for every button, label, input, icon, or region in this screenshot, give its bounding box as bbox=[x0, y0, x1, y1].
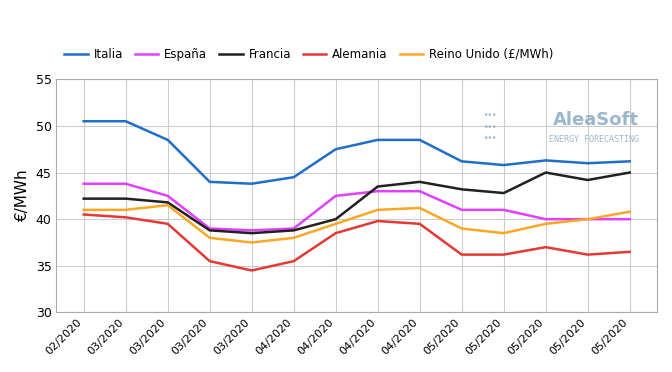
Francia bbox=[584, 178, 592, 182]
Italia bbox=[458, 159, 466, 164]
España bbox=[332, 193, 340, 198]
Reino Unido (£/MWh) bbox=[584, 217, 592, 221]
Reino Unido (£/MWh) bbox=[122, 208, 130, 212]
Francia bbox=[122, 196, 130, 201]
Y-axis label: €/MWh: €/MWh bbox=[15, 170, 30, 222]
Reino Unido (£/MWh) bbox=[290, 235, 298, 240]
España bbox=[206, 226, 214, 231]
España bbox=[626, 217, 634, 221]
Italia bbox=[122, 119, 130, 124]
Italia bbox=[248, 182, 256, 186]
Reino Unido (£/MWh) bbox=[416, 206, 424, 210]
Alemania bbox=[416, 222, 424, 226]
Line: Alemania: Alemania bbox=[84, 215, 630, 270]
Alemania bbox=[122, 215, 130, 219]
Alemania bbox=[584, 252, 592, 257]
Line: Italia: Italia bbox=[84, 121, 630, 184]
España bbox=[80, 182, 88, 186]
Francia bbox=[374, 184, 382, 189]
Reino Unido (£/MWh) bbox=[248, 240, 256, 245]
Alemania bbox=[80, 212, 88, 217]
Alemania bbox=[290, 259, 298, 263]
Alemania bbox=[542, 245, 550, 249]
Reino Unido (£/MWh) bbox=[542, 222, 550, 226]
Francia bbox=[248, 231, 256, 235]
Reino Unido (£/MWh) bbox=[500, 231, 508, 235]
Francia bbox=[164, 200, 172, 205]
Legend: Italia, España, Francia, Alemania, Reino Unido (£/MWh): Italia, España, Francia, Alemania, Reino… bbox=[59, 43, 558, 65]
España bbox=[584, 217, 592, 221]
España bbox=[122, 182, 130, 186]
Francia bbox=[458, 187, 466, 192]
Text: AleaSoft: AleaSoft bbox=[553, 111, 639, 129]
Reino Unido (£/MWh) bbox=[80, 208, 88, 212]
Italia bbox=[374, 138, 382, 142]
España bbox=[374, 189, 382, 193]
Italia bbox=[290, 175, 298, 179]
Francia bbox=[626, 170, 634, 175]
Alemania bbox=[332, 231, 340, 235]
Italia bbox=[542, 158, 550, 163]
España bbox=[248, 228, 256, 232]
Alemania bbox=[248, 268, 256, 273]
España bbox=[542, 217, 550, 221]
Reino Unido (£/MWh) bbox=[206, 235, 214, 240]
Reino Unido (£/MWh) bbox=[164, 203, 172, 208]
España bbox=[164, 193, 172, 198]
Text: •••
•••
•••: ••• ••• ••• bbox=[485, 111, 498, 143]
Francia bbox=[416, 180, 424, 184]
España bbox=[416, 189, 424, 193]
Francia bbox=[500, 191, 508, 195]
Alemania bbox=[458, 252, 466, 257]
Italia bbox=[206, 180, 214, 184]
Italia bbox=[584, 161, 592, 166]
Italia bbox=[626, 159, 634, 164]
Italia bbox=[164, 138, 172, 142]
Alemania bbox=[206, 259, 214, 263]
Italia bbox=[416, 138, 424, 142]
Alemania bbox=[374, 219, 382, 223]
Alemania bbox=[626, 250, 634, 254]
Line: España: España bbox=[84, 184, 630, 230]
España bbox=[290, 226, 298, 231]
Text: ENERGY FORECASTING: ENERGY FORECASTING bbox=[549, 135, 639, 144]
Francia bbox=[206, 228, 214, 232]
Francia bbox=[290, 228, 298, 232]
España bbox=[500, 208, 508, 212]
Reino Unido (£/MWh) bbox=[626, 209, 634, 214]
Reino Unido (£/MWh) bbox=[458, 226, 466, 231]
Francia bbox=[542, 170, 550, 175]
Francia bbox=[80, 196, 88, 201]
España bbox=[458, 208, 466, 212]
Reino Unido (£/MWh) bbox=[374, 208, 382, 212]
Italia bbox=[80, 119, 88, 124]
Italia bbox=[500, 163, 508, 167]
Alemania bbox=[164, 222, 172, 226]
Line: Reino Unido (£/MWh): Reino Unido (£/MWh) bbox=[84, 205, 630, 243]
Alemania bbox=[500, 252, 508, 257]
Line: Francia: Francia bbox=[84, 173, 630, 233]
Italia bbox=[332, 147, 340, 151]
Francia bbox=[332, 217, 340, 221]
Reino Unido (£/MWh) bbox=[332, 222, 340, 226]
